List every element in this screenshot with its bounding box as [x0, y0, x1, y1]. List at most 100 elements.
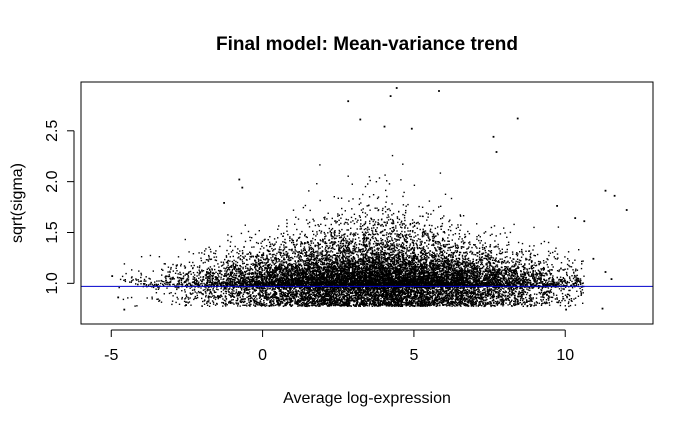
scatter-point	[350, 276, 352, 278]
scatter-point	[471, 278, 473, 280]
scatter-point	[396, 216, 399, 218]
scatter-point	[262, 252, 265, 254]
scatter-point	[242, 252, 244, 254]
scatter-point	[392, 244, 394, 247]
scatter-point	[173, 278, 175, 280]
scatter-point	[339, 261, 341, 263]
scatter-point	[292, 209, 295, 211]
scatter-point	[378, 299, 380, 301]
scatter-point	[383, 275, 386, 278]
scatter-point	[225, 256, 228, 258]
scatter-point	[145, 280, 147, 282]
scatter-point	[519, 284, 521, 286]
scatter-point	[392, 222, 395, 225]
scatter-point	[497, 270, 499, 272]
scatter-point	[466, 303, 468, 306]
scatter-point	[423, 253, 425, 256]
scatter-point	[235, 302, 237, 304]
scatter-point	[570, 298, 573, 300]
scatter-point	[327, 259, 329, 261]
scatter-point	[449, 226, 451, 228]
scatter-point	[473, 244, 475, 246]
scatter-point	[282, 291, 284, 293]
scatter-point	[295, 286, 297, 289]
scatter-point	[217, 283, 219, 286]
scatter-point	[497, 279, 499, 282]
scatter-point	[576, 269, 579, 271]
scatter-point	[329, 292, 332, 294]
scatter-point	[503, 299, 505, 301]
scatter-point	[507, 266, 509, 268]
scatter-point	[497, 260, 500, 262]
scatter-point	[332, 294, 335, 296]
scatter-point	[480, 240, 482, 242]
scatter-point	[474, 290, 476, 292]
scatter-point	[351, 291, 354, 293]
scatter-point	[286, 267, 288, 269]
scatter-point	[177, 298, 179, 300]
scatter-point	[312, 287, 314, 289]
scatter-point	[406, 299, 408, 301]
scatter-point	[549, 272, 551, 274]
scatter-point	[258, 230, 260, 232]
scatter-point	[337, 215, 339, 217]
scatter-point	[377, 288, 380, 290]
scatter-point	[352, 288, 355, 291]
scatter-point	[368, 275, 370, 277]
scatter-point	[507, 267, 509, 270]
scatter-point	[485, 293, 487, 296]
scatter-point	[344, 269, 346, 271]
scatter-point	[308, 298, 311, 300]
scatter-point	[276, 273, 278, 275]
scatter-point	[440, 228, 442, 230]
scatter-point	[172, 270, 174, 272]
scatter-point	[165, 283, 167, 286]
scatter-point	[415, 301, 417, 303]
scatter-point	[213, 286, 215, 288]
scatter-point	[344, 280, 346, 282]
scatter-point	[481, 294, 483, 296]
scatter-point	[206, 290, 208, 292]
scatter-point	[224, 300, 227, 302]
scatter-point	[478, 247, 481, 249]
scatter-point	[266, 256, 268, 258]
scatter-point	[352, 251, 354, 253]
scatter-point	[427, 293, 429, 295]
scatter-point	[391, 251, 393, 254]
scatter-point	[303, 277, 305, 280]
scatter-point	[480, 291, 482, 293]
scatter-point	[239, 292, 241, 294]
scatter-point	[356, 286, 358, 289]
scatter-point	[280, 266, 282, 268]
scatter-point	[504, 256, 506, 259]
scatter-point	[557, 301, 559, 304]
scatter-point	[384, 221, 386, 224]
scatter-point	[574, 297, 577, 299]
scatter-point	[424, 270, 426, 272]
scatter-point	[393, 264, 395, 266]
scatter-point	[511, 277, 513, 279]
scatter-point	[376, 207, 378, 209]
scatter-point	[385, 292, 387, 294]
scatter-point	[265, 275, 267, 277]
scatter-point	[448, 271, 450, 273]
scatter-point	[361, 287, 363, 289]
scatter-point	[315, 294, 318, 296]
scatter-point	[429, 305, 431, 307]
scatter-point	[401, 234, 403, 236]
scatter-point	[182, 275, 185, 277]
scatter-point	[294, 249, 296, 251]
scatter-point	[500, 302, 502, 304]
scatter-point	[515, 268, 517, 270]
scatter-point	[439, 252, 441, 255]
scatter-point	[442, 294, 444, 296]
scatter-point	[307, 304, 309, 306]
scatter-point	[516, 252, 518, 254]
scatter-point	[364, 264, 367, 266]
scatter-point	[572, 269, 574, 271]
scatter-point	[423, 235, 425, 237]
scatter-point	[486, 288, 489, 291]
scatter-point	[448, 288, 450, 290]
scatter-point	[407, 290, 409, 292]
scatter-point	[426, 305, 429, 307]
